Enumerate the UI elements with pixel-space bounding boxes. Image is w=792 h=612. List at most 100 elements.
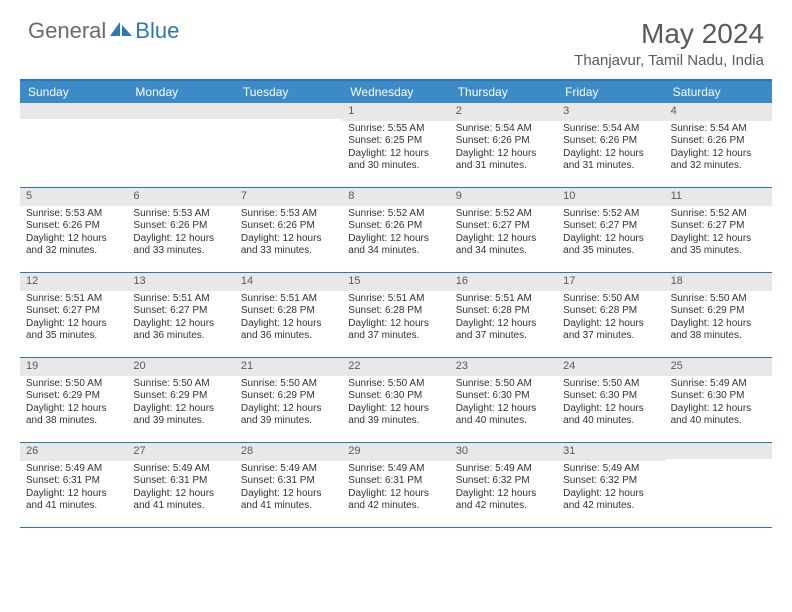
daylight-line: Daylight: 12 hours and 37 minutes. [348, 318, 443, 343]
day-cell [127, 103, 234, 187]
day-body: Sunrise: 5:49 AMSunset: 6:31 PMDaylight:… [235, 461, 342, 517]
weekday-header: Monday [127, 81, 234, 103]
sunrise-line: Sunrise: 5:51 AM [241, 293, 336, 306]
day-number: 26 [20, 443, 127, 461]
sunset-line: Sunset: 6:31 PM [348, 475, 443, 488]
daylight-line: Daylight: 12 hours and 42 minutes. [456, 488, 551, 513]
day-cell: 17Sunrise: 5:50 AMSunset: 6:28 PMDayligh… [557, 273, 664, 357]
sunrise-line: Sunrise: 5:52 AM [348, 208, 443, 221]
day-body: Sunrise: 5:54 AMSunset: 6:26 PMDaylight:… [665, 121, 772, 177]
day-cell: 30Sunrise: 5:49 AMSunset: 6:32 PMDayligh… [450, 443, 557, 527]
day-cell: 22Sunrise: 5:50 AMSunset: 6:30 PMDayligh… [342, 358, 449, 442]
sunrise-line: Sunrise: 5:50 AM [241, 378, 336, 391]
sunrise-line: Sunrise: 5:51 AM [26, 293, 121, 306]
day-number: 27 [127, 443, 234, 461]
logo-text-general: General [28, 18, 106, 44]
sunset-line: Sunset: 6:26 PM [26, 220, 121, 233]
sunrise-line: Sunrise: 5:51 AM [456, 293, 551, 306]
day-cell: 19Sunrise: 5:50 AMSunset: 6:29 PMDayligh… [20, 358, 127, 442]
sunrise-line: Sunrise: 5:49 AM [348, 463, 443, 476]
sunrise-line: Sunrise: 5:49 AM [456, 463, 551, 476]
sunrise-line: Sunrise: 5:54 AM [456, 123, 551, 136]
day-cell: 25Sunrise: 5:49 AMSunset: 6:30 PMDayligh… [665, 358, 772, 442]
sunset-line: Sunset: 6:26 PM [241, 220, 336, 233]
sunset-line: Sunset: 6:28 PM [456, 305, 551, 318]
sunset-line: Sunset: 6:29 PM [241, 390, 336, 403]
logo-text-blue: Blue [135, 18, 179, 44]
day-body: Sunrise: 5:53 AMSunset: 6:26 PMDaylight:… [235, 206, 342, 262]
day-cell: 2Sunrise: 5:54 AMSunset: 6:26 PMDaylight… [450, 103, 557, 187]
day-cell: 4Sunrise: 5:54 AMSunset: 6:26 PMDaylight… [665, 103, 772, 187]
daylight-line: Daylight: 12 hours and 30 minutes. [348, 148, 443, 173]
day-body: Sunrise: 5:50 AMSunset: 6:30 PMDaylight:… [450, 376, 557, 432]
sunset-line: Sunset: 6:28 PM [563, 305, 658, 318]
day-number: 15 [342, 273, 449, 291]
daylight-line: Daylight: 12 hours and 38 minutes. [26, 403, 121, 428]
day-number: 21 [235, 358, 342, 376]
sunset-line: Sunset: 6:30 PM [671, 390, 766, 403]
day-cell: 16Sunrise: 5:51 AMSunset: 6:28 PMDayligh… [450, 273, 557, 357]
daylight-line: Daylight: 12 hours and 39 minutes. [348, 403, 443, 428]
daylight-line: Daylight: 12 hours and 35 minutes. [671, 233, 766, 258]
week-row: 1Sunrise: 5:55 AMSunset: 6:25 PMDaylight… [20, 103, 772, 188]
day-number: 28 [235, 443, 342, 461]
daylight-line: Daylight: 12 hours and 35 minutes. [26, 318, 121, 343]
sunrise-line: Sunrise: 5:54 AM [671, 123, 766, 136]
day-body: Sunrise: 5:53 AMSunset: 6:26 PMDaylight:… [20, 206, 127, 262]
day-cell [20, 103, 127, 187]
daylight-line: Daylight: 12 hours and 31 minutes. [563, 148, 658, 173]
sunset-line: Sunset: 6:31 PM [133, 475, 228, 488]
sunset-line: Sunset: 6:27 PM [26, 305, 121, 318]
sunset-line: Sunset: 6:25 PM [348, 135, 443, 148]
day-body: Sunrise: 5:52 AMSunset: 6:27 PMDaylight:… [450, 206, 557, 262]
daylight-line: Daylight: 12 hours and 40 minutes. [671, 403, 766, 428]
daylight-line: Daylight: 12 hours and 40 minutes. [456, 403, 551, 428]
day-cell: 15Sunrise: 5:51 AMSunset: 6:28 PMDayligh… [342, 273, 449, 357]
day-number [665, 443, 772, 459]
day-body: Sunrise: 5:51 AMSunset: 6:27 PMDaylight:… [20, 291, 127, 347]
week-row: 26Sunrise: 5:49 AMSunset: 6:31 PMDayligh… [20, 443, 772, 528]
sunrise-line: Sunrise: 5:49 AM [26, 463, 121, 476]
sunset-line: Sunset: 6:28 PM [348, 305, 443, 318]
day-number: 10 [557, 188, 664, 206]
daylight-line: Daylight: 12 hours and 41 minutes. [26, 488, 121, 513]
day-number: 7 [235, 188, 342, 206]
calendar: SundayMondayTuesdayWednesdayThursdayFrid… [20, 79, 772, 528]
day-body: Sunrise: 5:50 AMSunset: 6:30 PMDaylight:… [342, 376, 449, 432]
day-body: Sunrise: 5:51 AMSunset: 6:27 PMDaylight:… [127, 291, 234, 347]
sunset-line: Sunset: 6:26 PM [456, 135, 551, 148]
sunrise-line: Sunrise: 5:52 AM [456, 208, 551, 221]
weekday-header: Thursday [450, 81, 557, 103]
sunset-line: Sunset: 6:31 PM [241, 475, 336, 488]
day-number: 2 [450, 103, 557, 121]
sunset-line: Sunset: 6:29 PM [671, 305, 766, 318]
day-number: 22 [342, 358, 449, 376]
sunrise-line: Sunrise: 5:53 AM [26, 208, 121, 221]
day-number: 23 [450, 358, 557, 376]
sunset-line: Sunset: 6:28 PM [241, 305, 336, 318]
daylight-line: Daylight: 12 hours and 40 minutes. [563, 403, 658, 428]
day-cell: 24Sunrise: 5:50 AMSunset: 6:30 PMDayligh… [557, 358, 664, 442]
daylight-line: Daylight: 12 hours and 41 minutes. [133, 488, 228, 513]
sunrise-line: Sunrise: 5:50 AM [671, 293, 766, 306]
week-row: 19Sunrise: 5:50 AMSunset: 6:29 PMDayligh… [20, 358, 772, 443]
day-body: Sunrise: 5:54 AMSunset: 6:26 PMDaylight:… [557, 121, 664, 177]
sunset-line: Sunset: 6:26 PM [133, 220, 228, 233]
day-body: Sunrise: 5:52 AMSunset: 6:26 PMDaylight:… [342, 206, 449, 262]
day-cell: 13Sunrise: 5:51 AMSunset: 6:27 PMDayligh… [127, 273, 234, 357]
sunrise-line: Sunrise: 5:50 AM [26, 378, 121, 391]
sunset-line: Sunset: 6:30 PM [348, 390, 443, 403]
day-number: 12 [20, 273, 127, 291]
day-cell: 31Sunrise: 5:49 AMSunset: 6:32 PMDayligh… [557, 443, 664, 527]
day-cell: 14Sunrise: 5:51 AMSunset: 6:28 PMDayligh… [235, 273, 342, 357]
daylight-line: Daylight: 12 hours and 36 minutes. [241, 318, 336, 343]
logo-sail-icon [110, 20, 132, 43]
header: General Blue May 2024 Thanjavur, Tamil N… [0, 0, 792, 73]
daylight-line: Daylight: 12 hours and 32 minutes. [671, 148, 766, 173]
day-body: Sunrise: 5:52 AMSunset: 6:27 PMDaylight:… [665, 206, 772, 262]
day-cell: 28Sunrise: 5:49 AMSunset: 6:31 PMDayligh… [235, 443, 342, 527]
day-cell: 8Sunrise: 5:52 AMSunset: 6:26 PMDaylight… [342, 188, 449, 272]
weekday-header: Wednesday [342, 81, 449, 103]
day-body: Sunrise: 5:49 AMSunset: 6:31 PMDaylight:… [127, 461, 234, 517]
sunrise-line: Sunrise: 5:50 AM [348, 378, 443, 391]
